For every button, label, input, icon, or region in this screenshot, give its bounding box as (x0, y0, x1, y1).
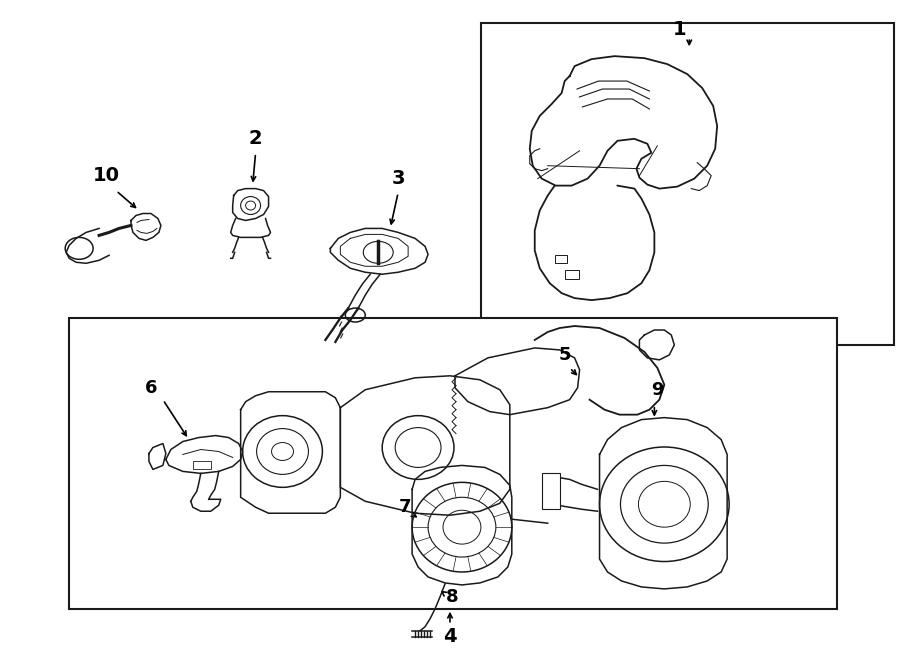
Text: 1: 1 (672, 20, 686, 39)
Text: 2: 2 (248, 130, 263, 148)
Text: 3: 3 (392, 169, 405, 188)
Text: 9: 9 (651, 381, 663, 399)
Text: 6: 6 (145, 379, 158, 397)
Text: 4: 4 (443, 627, 457, 646)
Bar (542, 473, 560, 509)
Bar (564, 270, 579, 279)
Text: 5: 5 (558, 346, 571, 364)
Bar (193, 461, 211, 469)
Text: 10: 10 (93, 166, 120, 185)
Text: 8: 8 (446, 588, 458, 606)
Bar (554, 255, 567, 263)
Bar (69, 318, 837, 609)
Bar (481, 23, 894, 345)
Text: 7: 7 (399, 498, 411, 516)
